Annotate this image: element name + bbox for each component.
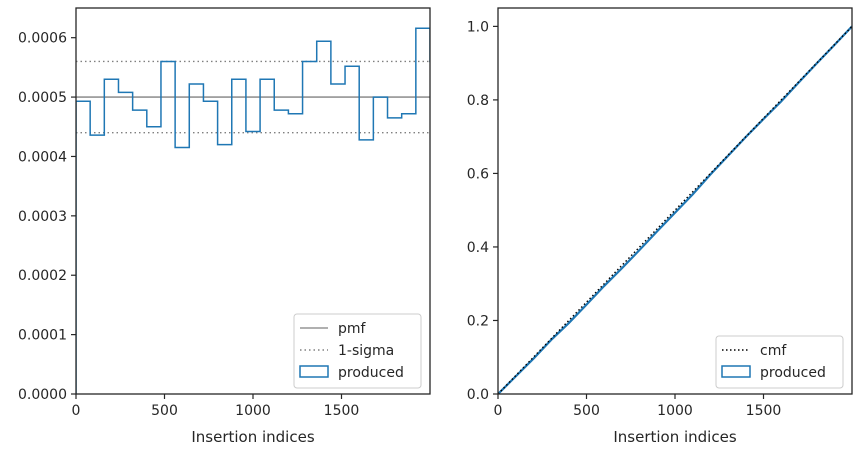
pmf-legend-label: pmf xyxy=(338,321,367,337)
cmf-x-tick-label: 1500 xyxy=(746,403,782,419)
cmf-y-tick-label: 0.4 xyxy=(467,240,489,256)
cmf-legend-box xyxy=(715,335,844,389)
cmf-y-tick-label: 0.6 xyxy=(467,166,489,182)
pmf-x-tick-label: 0 xyxy=(72,403,81,419)
pmf-histogram-x-axis: 0 500 1000 1500 xyxy=(72,394,360,419)
pmf-y-tick-label: 0.0004 xyxy=(18,149,67,165)
cmf-chart: 0.0 0.2 0.4 0.6 0.8 1.0 0 500 1000 1500 Insertio… xyxy=(467,7,853,446)
pmf-histogram-x-axis-label: Insertion indices xyxy=(191,428,314,446)
pmf-x-tick-label: 1000 xyxy=(235,403,271,419)
pmf-y-tick-label: 0.0000 xyxy=(18,387,67,403)
cmf-x-tick-label: 500 xyxy=(573,403,600,419)
cmf-y-tick-label: 0.2 xyxy=(467,313,489,329)
cmf-reference-line xyxy=(498,25,852,394)
pmf-x-tick-label: 1500 xyxy=(324,403,360,419)
cmf-y-axis: 0.0 0.2 0.4 0.6 0.8 1.0 xyxy=(467,19,498,403)
cmf-legend: cmf produced xyxy=(715,335,844,389)
pmf-histogram-chart: 0.0000 0.0001 0.0002 0.0003 0.0004 0.0005 0.00… xyxy=(18,7,431,446)
pmf-y-tick-label: 0.0001 xyxy=(18,328,67,344)
legend-produced-swatch xyxy=(721,365,751,378)
cmf-y-tick-label: 0.8 xyxy=(467,93,489,109)
produced-histogram-step xyxy=(76,27,430,394)
legend-produced-swatch xyxy=(299,365,329,378)
pmf-y-tick-label: 0.0002 xyxy=(18,268,67,284)
pmf-legend-label: produced xyxy=(338,365,404,381)
cmf-legend-label: produced xyxy=(760,365,826,381)
cmf-x-tick-label: 1000 xyxy=(657,403,693,419)
pmf-histogram-y-axis: 0.0000 0.0001 0.0002 0.0003 0.0004 0.0005 0.00… xyxy=(18,31,76,403)
pmf-legend-box xyxy=(293,313,422,389)
pmf-histogram-legend: pmf 1-sigma produced xyxy=(293,313,422,389)
pmf-x-tick-label: 500 xyxy=(151,403,178,419)
pmf-legend-label: 1-sigma xyxy=(338,343,394,359)
pmf-y-tick-label: 0.0003 xyxy=(18,209,67,225)
pmf-y-tick-label: 0.0006 xyxy=(18,31,67,47)
cmf-legend-label: cmf xyxy=(760,343,787,359)
cmf-y-tick-label: 1.0 xyxy=(467,19,489,35)
pmf-y-tick-label: 0.0005 xyxy=(18,90,67,106)
pmf-histogram-axes-frame xyxy=(75,7,431,395)
cmf-plot-area xyxy=(498,25,852,394)
cmf-x-tick-label: 0 xyxy=(494,403,503,419)
cmf-axes-frame xyxy=(497,7,853,395)
cmf-x-axis-label: Insertion indices xyxy=(613,428,736,446)
cmf-y-tick-label: 0.0 xyxy=(467,387,489,403)
pmf-histogram-plot-area xyxy=(76,27,430,394)
cmf-x-axis: 0 500 1000 1500 xyxy=(494,394,782,419)
